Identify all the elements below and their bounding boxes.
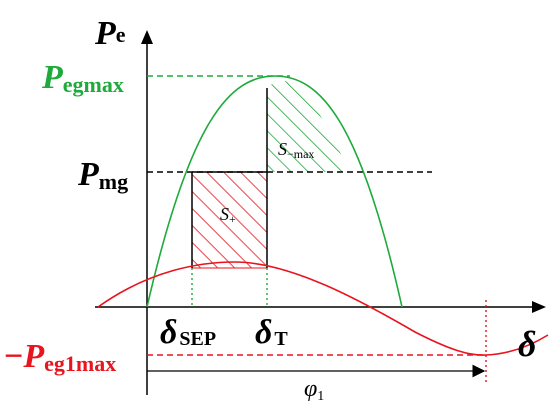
s-plus-label: S+ xyxy=(220,204,236,226)
pe-red-curve xyxy=(97,261,549,356)
x-axis-arrow xyxy=(532,301,546,313)
x-axis-label: δ xyxy=(518,324,536,364)
phi-label: φ1 xyxy=(304,376,324,404)
pegmax-label: Pegmax xyxy=(41,59,124,97)
y-axis-arrow xyxy=(141,30,153,44)
delta-sep-label: δ SEP xyxy=(160,314,216,351)
s-minus-label: S−max xyxy=(278,139,314,161)
peg1max-label: −Peg1max xyxy=(4,338,116,376)
pe-green-curve xyxy=(146,75,403,308)
pmg-label: Pmg xyxy=(77,156,128,194)
y-axis-label: Pe xyxy=(94,15,126,52)
